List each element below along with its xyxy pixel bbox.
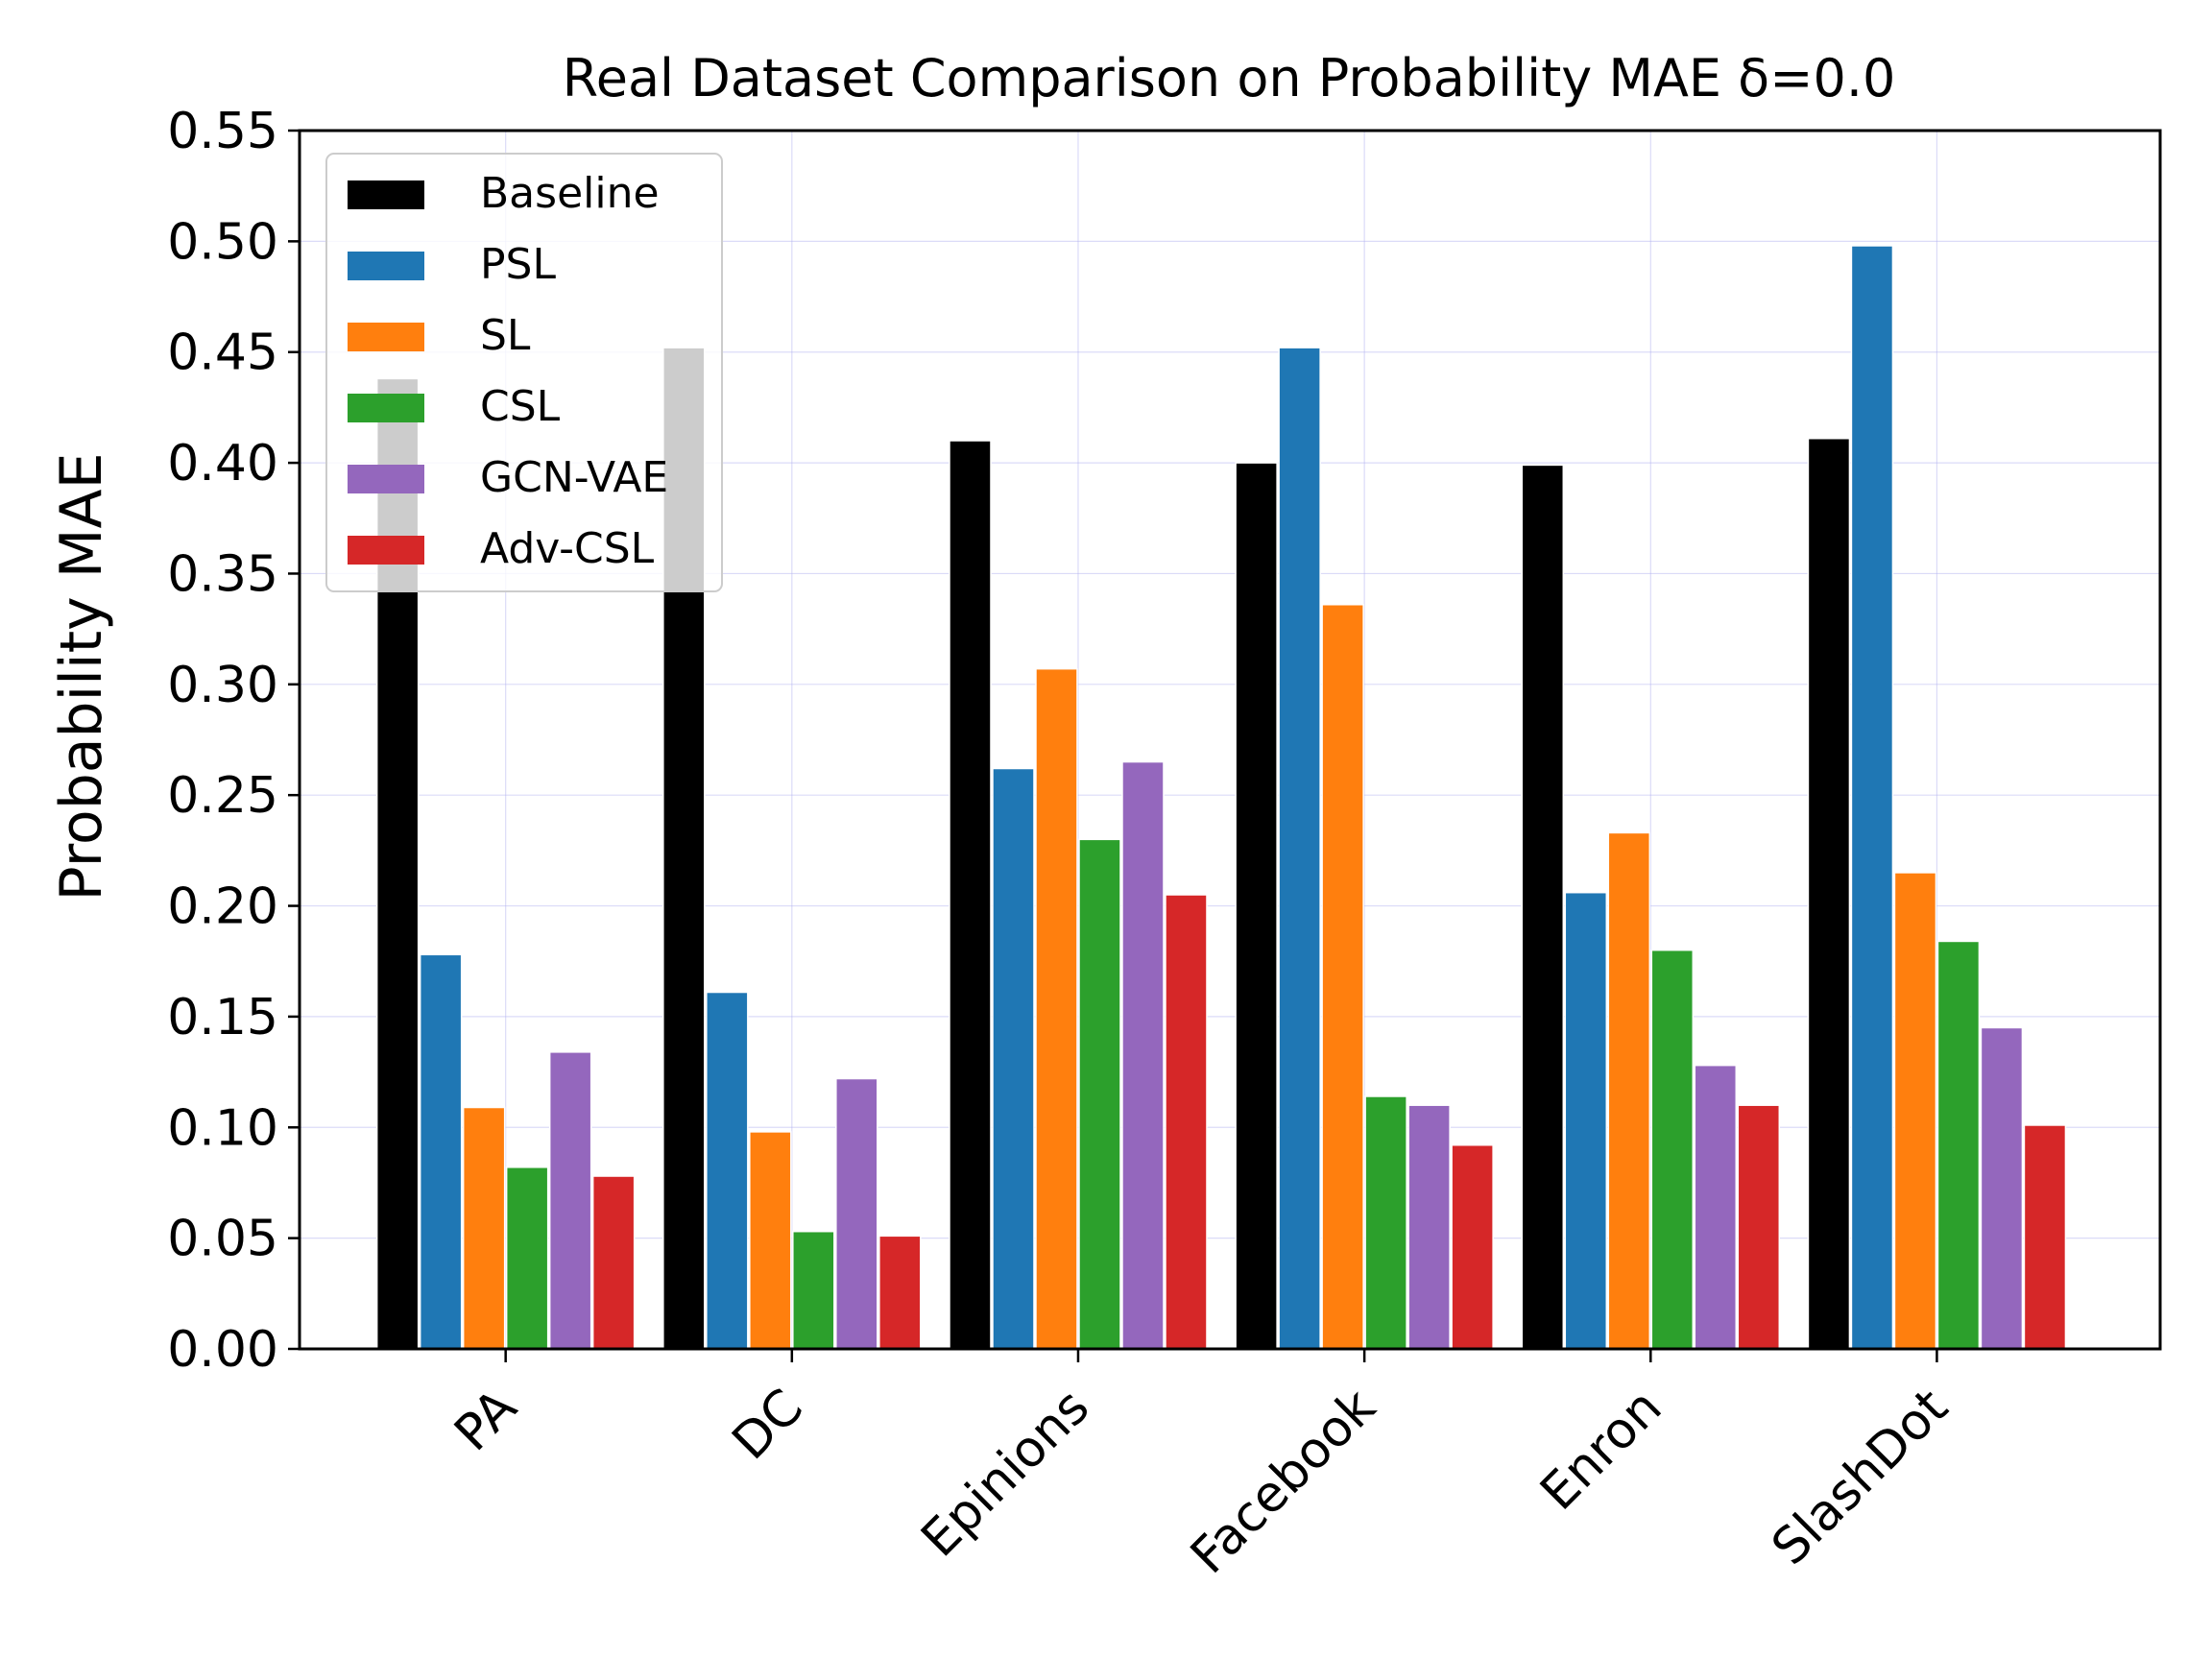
y-tick-label: 0.20 — [167, 878, 278, 936]
bar-csl-slashdot — [1936, 940, 1981, 1350]
y-tick-label: 0.35 — [167, 545, 278, 603]
legend-swatch — [348, 394, 424, 422]
legend-label: CSL — [480, 382, 561, 431]
legend: Baseline PSL SL CSL GCN-VAE Adv-CSL — [325, 153, 723, 592]
bar-psl-epinions — [992, 767, 1035, 1350]
bar-psl-enron — [1564, 891, 1608, 1350]
bar-psl-slashdot — [1850, 245, 1894, 1350]
legend-label: SL — [480, 311, 531, 360]
bar-gcn-vae-dc — [835, 1077, 878, 1350]
legend-label: PSL — [480, 240, 556, 289]
y-tick-label: 0.30 — [167, 657, 278, 714]
y-tick-label: 0.15 — [167, 989, 278, 1046]
bar-adv-csl-dc — [878, 1235, 922, 1350]
bar-baseline-epinions — [949, 440, 992, 1350]
bar-adv-csl-pa — [591, 1175, 636, 1350]
plot-frame — [298, 129, 2162, 1351]
bar-baseline-facebook — [1235, 462, 1278, 1350]
bar-adv-csl-enron — [1737, 1104, 1781, 1350]
bar-gcn-vae-enron — [1694, 1064, 1738, 1350]
legend-swatch — [348, 180, 424, 209]
y-tick-label: 0.05 — [167, 1211, 278, 1268]
bar-csl-enron — [1650, 949, 1695, 1350]
legend-label: Baseline — [480, 169, 660, 218]
bar-sl-epinions — [1035, 667, 1078, 1350]
legend-swatch — [348, 323, 424, 351]
bar-adv-csl-facebook — [1451, 1143, 1494, 1350]
bar-psl-dc — [706, 991, 749, 1350]
bar-adv-csl-slashdot — [2023, 1124, 2067, 1350]
bar-csl-epinions — [1078, 838, 1121, 1350]
bar-gcn-vae-epinions — [1121, 760, 1165, 1350]
bar-gcn-vae-pa — [548, 1051, 592, 1350]
bar-baseline-slashdot — [1807, 437, 1851, 1350]
y-axis-label: Probability MAE — [48, 453, 115, 902]
bar-sl-facebook — [1321, 604, 1364, 1350]
bar-psl-facebook — [1278, 347, 1321, 1350]
bar-sl-slashdot — [1893, 872, 1937, 1350]
legend-label: Adv-CSL — [480, 524, 655, 573]
legend-box — [325, 153, 723, 592]
bar-sl-pa — [462, 1106, 506, 1350]
bar-sl-enron — [1607, 831, 1651, 1350]
bar-baseline-enron — [1521, 464, 1565, 1350]
bar-adv-csl-epinions — [1165, 894, 1208, 1350]
bar-gcn-vae-slashdot — [1980, 1026, 2024, 1350]
bar-sl-dc — [749, 1131, 792, 1350]
legend-swatch — [348, 536, 424, 565]
y-tick-label: 0.50 — [167, 213, 278, 271]
chart-title: Real Dataset Comparison on Probability M… — [563, 48, 1896, 108]
y-tick-label: 0.00 — [167, 1321, 278, 1379]
legend-swatch — [348, 465, 424, 493]
y-tick-label: 0.55 — [167, 103, 278, 160]
bar-psl-pa — [419, 953, 463, 1350]
bar-csl-facebook — [1364, 1095, 1407, 1350]
bar-csl-dc — [792, 1230, 835, 1350]
y-tick-label: 0.45 — [167, 325, 278, 382]
bar-gcn-vae-facebook — [1407, 1104, 1451, 1350]
bar-csl-pa — [505, 1166, 549, 1350]
legend-label: GCN-VAE — [480, 453, 668, 502]
y-tick-label: 0.40 — [167, 435, 278, 493]
y-tick-label: 0.25 — [167, 767, 278, 825]
y-tick-label: 0.10 — [167, 1099, 278, 1157]
legend-swatch — [348, 252, 424, 280]
